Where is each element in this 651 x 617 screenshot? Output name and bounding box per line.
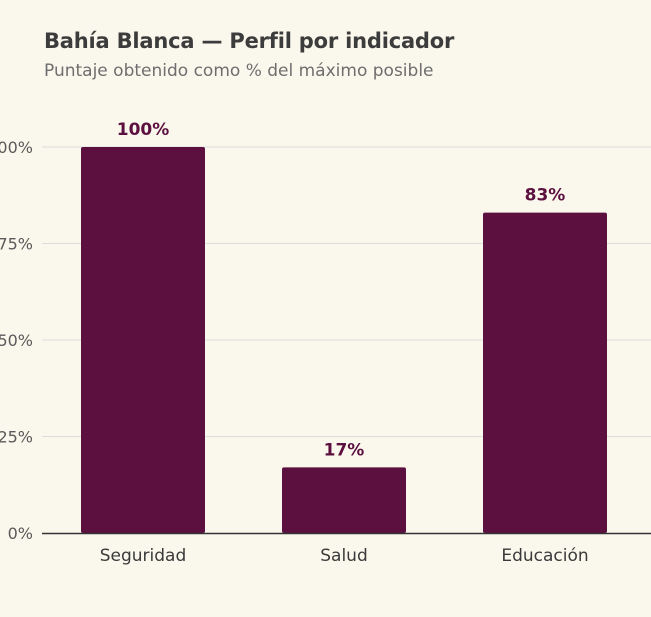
x-category-label: Seguridad	[100, 546, 187, 566]
x-axis-categories: Seguridad Salud Educación	[100, 546, 589, 566]
y-tick-label: 50%	[0, 331, 33, 350]
x-category-label: Educación	[501, 546, 588, 566]
y-tick-label: 100%	[0, 138, 33, 157]
x-category-label: Salud	[320, 546, 368, 566]
y-tick-label: 0%	[8, 524, 33, 543]
y-axis-ticks: 0% 25% 50% 75% 100%	[0, 138, 33, 543]
chart-subtitle: Puntaje obtenido como % del máximo posib…	[44, 61, 434, 81]
y-tick-label: 25%	[0, 428, 33, 447]
data-label: 17%	[324, 440, 365, 460]
bar-salud	[282, 467, 406, 533]
data-label: 83%	[525, 186, 566, 206]
bars	[81, 147, 607, 533]
bar-educación	[483, 212, 607, 533]
bar-seguridad	[81, 147, 205, 533]
chart-title: Bahía Blanca — Perfil por indicador	[44, 29, 455, 53]
data-label: 100%	[117, 120, 170, 140]
data-labels: 100% 17% 83%	[117, 120, 566, 460]
y-tick-label: 75%	[0, 235, 33, 254]
